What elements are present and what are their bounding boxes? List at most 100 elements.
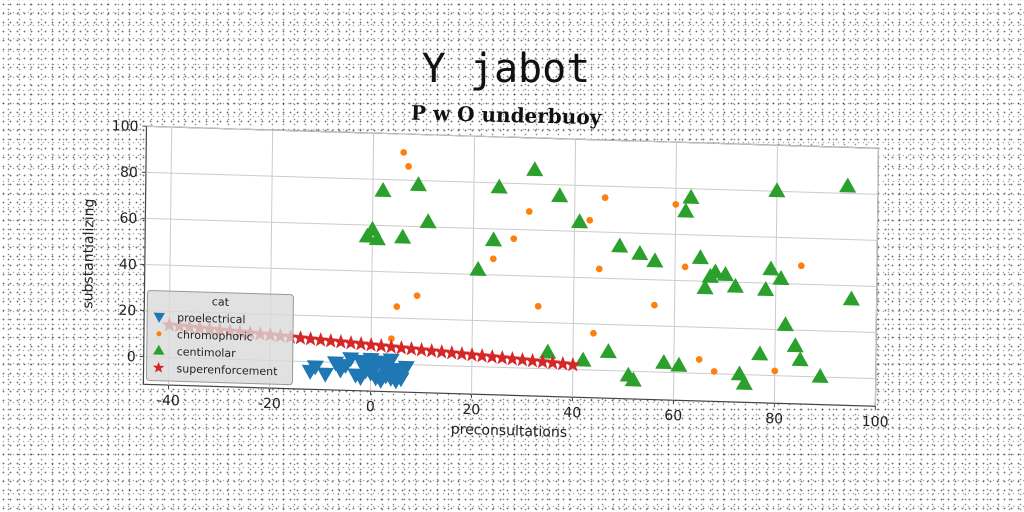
- centimolar-point: [842, 290, 860, 306]
- superenforcement-point: [333, 334, 349, 349]
- y-grid-line: [145, 217, 878, 241]
- superenforcement-point: [383, 339, 399, 354]
- centimolar-point: [551, 187, 569, 203]
- series-chromophoric: [388, 149, 805, 375]
- centimolar-point: [716, 266, 734, 282]
- y-grid-line: [146, 125, 879, 149]
- superenforcement-point: [444, 344, 460, 360]
- chromophoric-point: [400, 149, 408, 156]
- legend-marker-proelectrical: [153, 312, 165, 323]
- superenforcement-point: [292, 330, 309, 345]
- y-tick-label: 60: [119, 211, 137, 228]
- centimolar-point: [706, 263, 724, 279]
- x-grid-line: [672, 142, 678, 401]
- centimolar-point: [757, 281, 775, 297]
- centimolar-point: [571, 213, 589, 229]
- y-tick-label: 40: [119, 257, 137, 274]
- centimolar-point: [539, 343, 557, 359]
- plot-area: -40 -20 0 20 40 60 80 100 0 20 40 60 80 100 preconsul…: [80, 118, 889, 441]
- legend-label-superenforcement: superenforcement: [176, 362, 278, 378]
- x-tick-label: 40: [563, 405, 581, 422]
- x-grid-line: [874, 148, 879, 407]
- centimolar-point: [484, 231, 503, 247]
- x-grid-line: [571, 139, 577, 398]
- chromophoric-point: [590, 329, 597, 337]
- superenforcement-point: [313, 332, 329, 347]
- chart-title: Y jabot: [422, 46, 591, 92]
- centimolar-point: [670, 356, 688, 372]
- centimolar-point: [772, 269, 790, 286]
- chromophoric-point: [651, 301, 658, 309]
- superenforcement-point: [514, 351, 531, 367]
- superenforcement-point: [504, 350, 520, 366]
- chromophoric-point: [710, 368, 718, 375]
- chromophoric-point: [797, 262, 805, 270]
- centimolar-point: [419, 213, 437, 229]
- superenforcement-point: [373, 338, 389, 353]
- series-proelectrical: [301, 352, 415, 390]
- superenforcement-point: [302, 331, 319, 346]
- chromophoric-point: [393, 303, 401, 310]
- y-grid-line: [144, 264, 877, 287]
- superenforcement-point: [363, 337, 379, 352]
- y-tick-label: 100: [112, 118, 139, 135]
- centimolar-point: [526, 161, 544, 177]
- tick-labels: -40 -20 0 20 40 60 80 100 0 20 40 60 80 100: [112, 118, 889, 431]
- x-tick-label: -20: [258, 396, 281, 413]
- superenforcement-point: [353, 336, 369, 351]
- centimolar-point: [646, 252, 664, 268]
- centimolar-point: [677, 202, 695, 218]
- proelectrical-point: [352, 354, 370, 370]
- chromophoric-point: [681, 263, 689, 271]
- centimolar-point: [599, 343, 617, 359]
- superenforcement-point: [434, 343, 450, 359]
- chromophoric-point: [405, 163, 412, 170]
- centimolar-point: [791, 351, 809, 367]
- y-axis-label: substantializing: [80, 198, 97, 308]
- x-tick-label: 80: [765, 411, 783, 428]
- centimolar-point: [655, 354, 673, 370]
- centimolar-point: [839, 177, 857, 193]
- superenforcement-point: [524, 352, 541, 368]
- chromophoric-point: [489, 255, 497, 263]
- centimolar-point: [762, 260, 780, 276]
- x-tick-label: 100: [862, 414, 889, 431]
- superenforcement-point: [474, 347, 490, 363]
- proelectrical-point: [397, 360, 415, 376]
- legend-box: [145, 289, 294, 386]
- chart-subtitle: P w O underbuoy: [411, 101, 603, 130]
- legend-label-chromophoric: chromophoric: [177, 328, 253, 343]
- chromophoric-point: [601, 194, 609, 202]
- centimolar-point: [374, 181, 392, 198]
- centimolar-point: [776, 316, 794, 332]
- centimolar-point: [469, 260, 487, 276]
- centimolar-point: [394, 228, 412, 244]
- legend-marker-chromophoric: [156, 331, 162, 337]
- chromophoric-point: [534, 302, 542, 310]
- legend-marker-superenforcement: [152, 361, 165, 373]
- superenforcement-point: [535, 353, 551, 369]
- superenforcement-point: [494, 349, 510, 365]
- centimolar-point: [624, 371, 642, 387]
- chromophoric-point: [388, 335, 395, 343]
- centimolar-point: [611, 237, 629, 253]
- legend-label-proelectrical: proelectrical: [177, 311, 246, 326]
- superenforcement-point: [413, 342, 430, 357]
- superenforcement-point: [454, 345, 470, 361]
- data-marks: [161, 149, 860, 390]
- superenforcement-point: [343, 335, 359, 350]
- proelectrical-point: [382, 353, 400, 369]
- grid-lines: [139, 125, 879, 411]
- superenforcement-point: [393, 340, 409, 355]
- centimolar-point: [368, 230, 386, 246]
- x-tick-label: 60: [664, 408, 682, 425]
- legend-marker-centimolar: [153, 344, 165, 355]
- centimolar-point: [696, 279, 714, 295]
- proelectrical-point: [306, 360, 324, 376]
- centimolar-point: [811, 367, 829, 384]
- centimolar-point: [691, 249, 709, 265]
- legend-label-centimolar: centimolar: [177, 345, 237, 360]
- chromophoric-point: [771, 367, 779, 375]
- superenforcement-point: [565, 356, 581, 372]
